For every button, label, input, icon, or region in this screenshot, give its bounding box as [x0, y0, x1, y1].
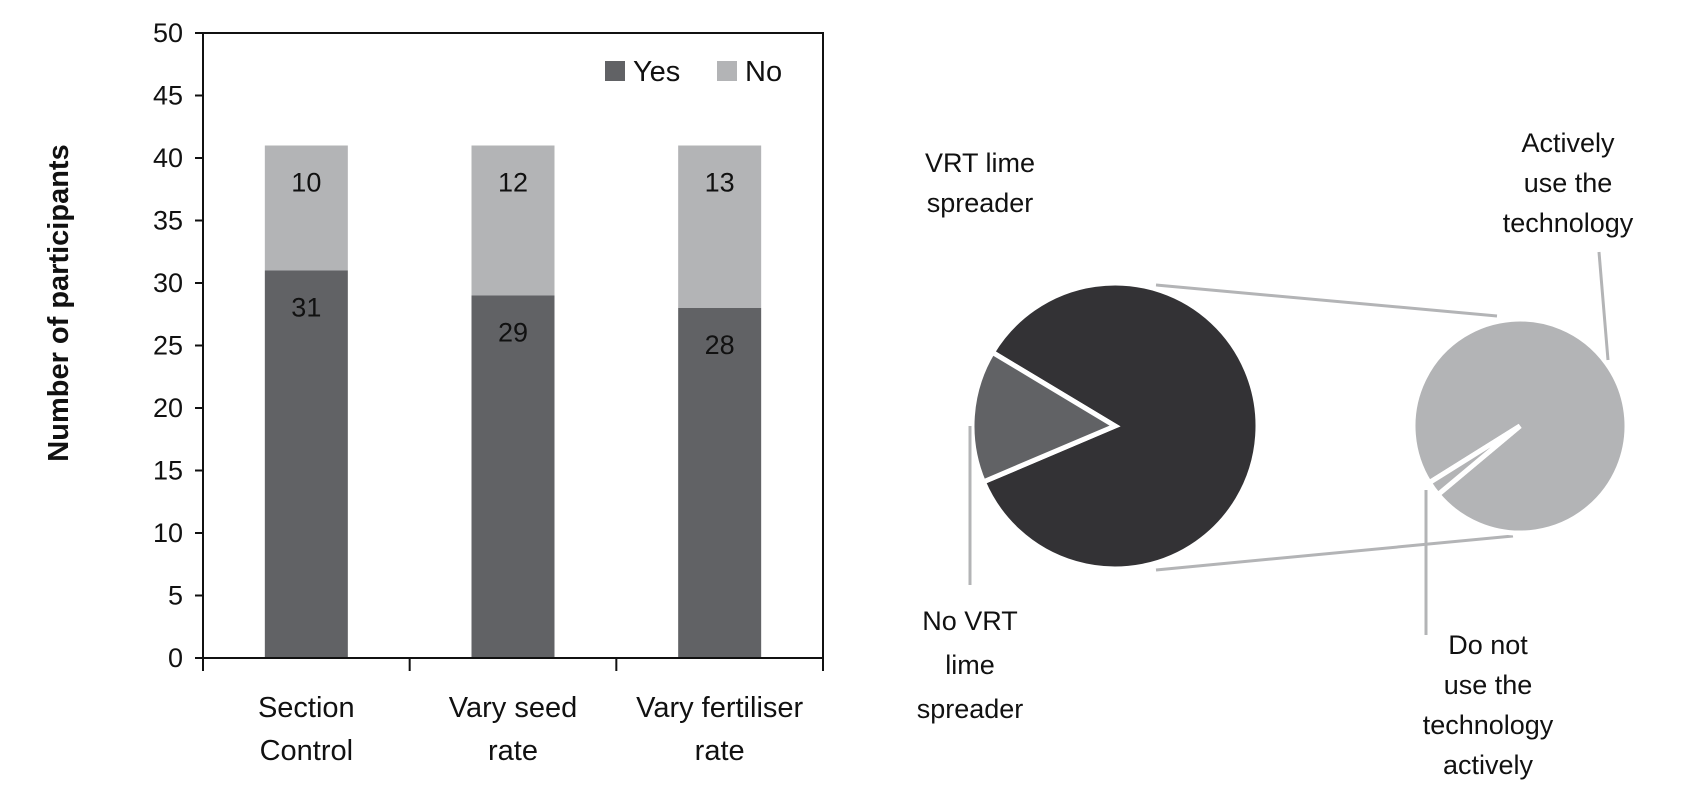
bar-segment-no [471, 145, 555, 296]
leader-lines [968, 251, 1610, 635]
pie-label-actively-use: technology [1503, 208, 1634, 238]
y-tick-label: 35 [153, 206, 183, 236]
legend-swatch-no [717, 61, 737, 81]
y-tick-label: 45 [153, 81, 183, 111]
y-tick-label: 30 [153, 268, 183, 298]
pie-slice-no-vrt-lime-spreader [969, 348, 1121, 486]
bar-segment-no [264, 145, 348, 271]
plot-border [202, 32, 824, 659]
y-tick-label: 5 [168, 581, 183, 611]
bar-segment-yes [264, 270, 348, 658]
pie-label-actively-use: Actively [1521, 128, 1615, 158]
connector-line [1155, 283, 1498, 318]
leader-line [1597, 251, 1610, 361]
bars [264, 145, 762, 658]
data-label: 31 [291, 293, 321, 323]
pie-label-do-not-use-actively: use the [1444, 670, 1533, 700]
bar-segment-yes [471, 295, 555, 658]
y-tick-label: 20 [153, 393, 183, 423]
legend-label-no: No [745, 56, 782, 88]
category-label: rate [695, 735, 745, 767]
category-labels: Section Control Vary seed rate Vary fertilis… [258, 692, 804, 767]
y-tick-label: 50 [153, 18, 183, 48]
secondary-pie [1410, 316, 1630, 536]
legend-swatch-yes [605, 61, 625, 81]
pie-label-vrt-lime-spreader: VRT lime [925, 148, 1035, 178]
pie-of-pie-chart: VRT lime spreader No VRT lime spreader Active… [917, 128, 1634, 780]
pie-label-do-not-use-actively: technology [1423, 710, 1554, 740]
stacked-bar-chart: 0 5 10 15 20 25 30 35 40 45 50 31 10 29 12 28 13 Sectio… [43, 18, 824, 767]
pie-labels: VRT lime spreader No VRT lime spreader Active… [917, 128, 1634, 780]
plot-frame [202, 32, 824, 671]
data-label: 13 [705, 168, 735, 198]
pie-label-no-vrt-lime-spreader: No VRT [922, 606, 1018, 636]
data-label: 12 [498, 168, 528, 198]
connector-line [1155, 534, 1514, 572]
pie-label-no-vrt-lime-spreader: lime [945, 650, 995, 680]
main-pie [969, 280, 1261, 572]
data-label: 10 [291, 168, 321, 198]
y-tick-label: 40 [153, 143, 183, 173]
category-label: Vary seed [449, 692, 577, 724]
y-axis-ticks: 0 5 10 15 20 25 30 35 40 45 50 [153, 18, 203, 673]
y-tick-label: 0 [168, 643, 183, 673]
legend: Yes No [605, 56, 782, 88]
pie-slice-vrt-lime-spreader [980, 280, 1261, 572]
legend-label-yes: Yes [633, 56, 680, 88]
bar-segment-no [678, 145, 762, 308]
category-label: Section [258, 692, 355, 724]
y-tick-label: 25 [153, 331, 183, 361]
data-label: 28 [705, 330, 735, 360]
y-tick-label: 10 [153, 518, 183, 548]
pie-slice-do-not-use-actively [1425, 423, 1522, 499]
pie-label-do-not-use-actively: Do not [1448, 630, 1528, 660]
connector-lines [1155, 283, 1514, 572]
pie-label-vrt-lime-spreader: spreader [927, 188, 1034, 218]
category-label: Control [260, 735, 354, 767]
y-tick-label: 15 [153, 456, 183, 486]
data-label: 29 [498, 318, 528, 348]
pie-label-do-not-use-actively: actively [1443, 750, 1534, 780]
data-labels: 31 10 29 12 28 13 [291, 168, 734, 361]
category-label: Vary fertiliser [636, 692, 803, 724]
y-axis-label: Number of participants [43, 144, 75, 461]
pie-label-no-vrt-lime-spreader: spreader [917, 694, 1024, 724]
pie-label-actively-use: use the [1524, 168, 1613, 198]
bar-segment-yes [678, 308, 762, 658]
category-label: rate [488, 735, 538, 767]
